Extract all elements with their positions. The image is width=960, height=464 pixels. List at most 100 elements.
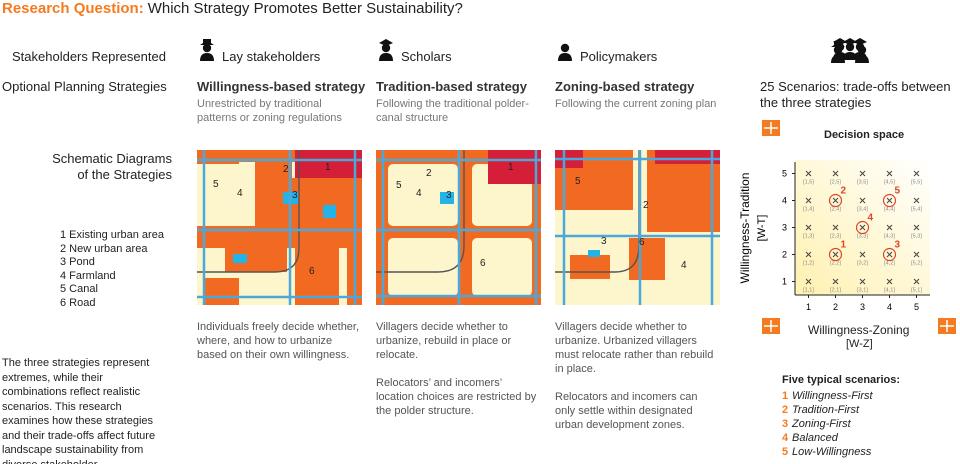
map-label: 2 [283, 164, 289, 175]
strategy-icon [940, 320, 954, 332]
x-axis-code: [W-Z] [846, 338, 873, 350]
notes: Villagers decide whether to urbanize. Ur… [555, 320, 720, 446]
typical-heading: Five typical scenarios: [782, 374, 900, 386]
map-label: 3 [601, 236, 607, 247]
typical-scenario [828, 247, 843, 262]
scenario-point [859, 278, 866, 285]
scenario-label: [5,3] [911, 234, 922, 240]
person-icon [845, 42, 855, 52]
scenario-point [886, 251, 893, 258]
note: Relocators’ and incomers’ location choic… [376, 377, 537, 417]
typical-number: 5 [782, 446, 789, 458]
scenario-label: [1,2] [803, 261, 814, 267]
scenario-point [859, 170, 866, 177]
person-icon [379, 53, 393, 61]
new-urban-area [629, 238, 665, 280]
map-label: 1 [508, 162, 514, 173]
map-label: 4 [237, 188, 243, 199]
person-icon [200, 53, 214, 61]
description: Unrestricted by traditional patterns or … [197, 98, 342, 124]
farmland [388, 164, 458, 226]
typical-number: 2 [782, 404, 789, 416]
cap-icon [843, 38, 857, 45]
scenario-label: [4,5] [884, 180, 895, 186]
scenario-label: [1,3] [803, 234, 814, 240]
road [376, 150, 465, 273]
legend-item: 2 New urban area [60, 242, 148, 255]
scenario-label: [4,1] [884, 288, 895, 294]
person-icon [381, 43, 391, 53]
scenario-point [886, 224, 893, 231]
typical-number: 3 [782, 418, 789, 430]
hat-icon [200, 39, 214, 45]
header: Research Question: Which Strategy Promote… [2, 0, 702, 17]
typical-number: 2 [841, 186, 847, 197]
x-tick-label: 4 [887, 302, 892, 312]
scenario-point [832, 278, 839, 285]
person-icon [857, 45, 867, 55]
map-label: 5 [213, 179, 219, 190]
header-label: Research Question: [2, 0, 144, 17]
scenario-point [832, 251, 839, 258]
y-axis-code: [W-T] [756, 215, 768, 242]
note: Villagers decide whether to urbanize. Ur… [555, 321, 714, 375]
schematic-map: 1 2 3 4 5 6 [376, 150, 541, 305]
map-label: 4 [416, 188, 422, 199]
map-label: 2 [643, 200, 649, 211]
typical-number: 5 [895, 186, 901, 197]
typical-number: 1 [782, 390, 789, 402]
typical-name: Zoning-First [792, 418, 851, 430]
person-icon [833, 45, 843, 55]
scenario-point [859, 251, 866, 258]
row-label: Stakeholders Represented [12, 49, 166, 64]
x-tick-label: 5 [914, 302, 919, 312]
ds-title: Decision space [824, 129, 905, 141]
y-axis-label: Willingness-Tradition [738, 173, 752, 284]
ds-heading: the three strategies [760, 95, 872, 110]
y-tick-label: 5 [782, 169, 787, 179]
typical-name: Balanced [792, 432, 838, 444]
scenario-point [805, 197, 812, 204]
header-question: Which Strategy Promotes Better Sustainab… [147, 0, 463, 17]
cap-icon [853, 38, 867, 45]
scenario-label: [3,1] [857, 288, 868, 294]
note: Individuals freely decide whether, where… [197, 321, 360, 361]
scenario-point [805, 278, 812, 285]
map-label: 2 [426, 168, 432, 179]
x-axis-label: Willingness-Zoning [808, 323, 910, 337]
scenario-label: [2,4] [830, 207, 841, 213]
scenario-point [886, 170, 893, 177]
y-tick-label: 2 [782, 250, 787, 260]
person-icon [202, 43, 212, 53]
scenario-point [913, 170, 920, 177]
typical-number: 4 [868, 213, 874, 224]
legend-item: 1 Existing urban area [60, 229, 164, 241]
scenario-point [832, 224, 839, 231]
scenario-point [913, 224, 920, 231]
y-tick-label: 3 [782, 223, 787, 233]
scenario-label: [5,4] [911, 207, 922, 213]
person-icon [855, 55, 869, 63]
scenario-point [859, 197, 866, 204]
scenario-label: [1,1] [803, 288, 814, 294]
strategy: Zoning-based strategy [555, 79, 695, 94]
map-label: 6 [480, 258, 486, 269]
scenario-label: [1,4] [803, 207, 814, 213]
scenario-point [805, 170, 812, 177]
scenario-label: [5,1] [911, 288, 922, 294]
map-label: 6 [639, 237, 645, 248]
row-label: Schematic Diagrams [52, 151, 172, 166]
x-tick-label: 1 [806, 302, 811, 312]
x-tick-label: 3 [860, 302, 865, 312]
scenario-label: [3,3] [857, 234, 868, 240]
existing-urban-area [488, 150, 541, 184]
row-label: of the Strategies [77, 167, 172, 182]
typical-scenario [882, 193, 897, 208]
map-label: 3 [292, 190, 298, 201]
legend-item: 4 Farmland [60, 269, 116, 282]
stakeholder: Policymakers [580, 49, 658, 64]
typical-name: Willingness-First [792, 390, 873, 402]
typical-number: 4 [782, 432, 789, 444]
scenario-label: [2,5] [830, 180, 841, 186]
